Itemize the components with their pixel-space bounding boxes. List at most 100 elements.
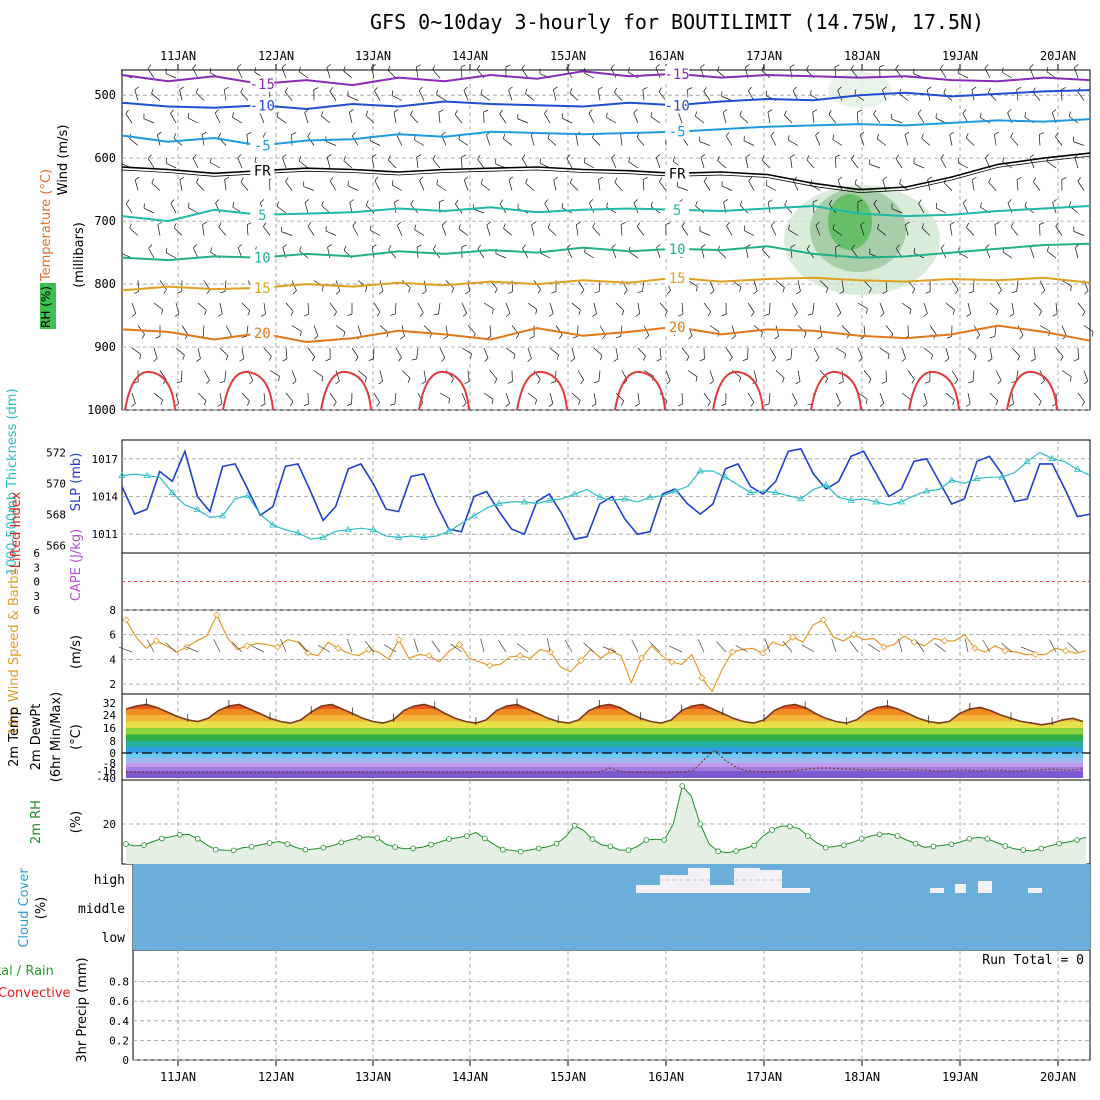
wind-barb <box>369 140 381 146</box>
wind-barb <box>214 112 221 124</box>
wind-barb <box>237 64 242 69</box>
axis-label-dewpt: 2m DewPt <box>29 704 44 771</box>
wind-barb <box>636 136 645 146</box>
wind-barb <box>304 202 309 214</box>
wind-barb <box>225 355 229 361</box>
isotherm-label-bg <box>250 206 275 223</box>
wind-barb <box>904 224 909 236</box>
wind-barb <box>247 400 250 406</box>
wind-barb <box>285 181 293 191</box>
wind-barb <box>438 109 444 113</box>
wind-barb <box>628 67 630 73</box>
rh-marker <box>912 840 919 847</box>
wind-barb <box>441 225 447 236</box>
wind-barb <box>854 89 857 95</box>
wind-barb <box>486 221 491 226</box>
wind-barb <box>276 111 279 117</box>
wind-barb <box>494 288 498 294</box>
wind-barb <box>1029 64 1034 69</box>
wind-barb <box>476 64 481 70</box>
wind-barb <box>797 325 807 334</box>
wind-barb <box>505 64 511 68</box>
wind-barb <box>410 200 414 205</box>
wind-barb <box>432 65 436 70</box>
isotherm-label-bg <box>250 325 275 342</box>
wind-barb <box>304 109 309 113</box>
wind-barb <box>731 325 736 337</box>
wind-barb <box>966 227 975 236</box>
wind-barb <box>298 156 302 162</box>
wind-barb <box>623 380 628 385</box>
wind-barb <box>738 377 742 383</box>
wind-barb <box>659 347 662 359</box>
wind-barb <box>300 331 302 337</box>
wind-barb <box>794 312 798 317</box>
isotherm-line <box>121 324 1091 344</box>
wind-barb <box>913 163 925 169</box>
wind-barb <box>700 157 705 169</box>
wind-barb <box>395 347 402 358</box>
wind-barb <box>241 347 245 359</box>
wind-barb <box>1052 109 1057 113</box>
wind-barb <box>571 392 581 401</box>
wind-barb <box>725 131 730 137</box>
wind-barb <box>901 302 912 310</box>
wind-barb <box>726 221 730 227</box>
wind-barb <box>785 358 791 361</box>
wind-barb <box>423 325 433 334</box>
rh-marker <box>553 840 560 847</box>
wind-barb <box>214 109 219 114</box>
wind-barb <box>259 112 265 124</box>
wind-barb <box>637 392 640 404</box>
temp-band <box>126 709 1083 715</box>
wind-barb <box>499 199 504 204</box>
wind-barb <box>1061 280 1072 287</box>
wind-barb <box>940 68 947 79</box>
wind-barb <box>352 221 357 227</box>
wind-barb <box>364 377 367 383</box>
wind-barb <box>879 403 884 407</box>
wind-barb <box>580 379 584 385</box>
wind-barb <box>584 252 595 259</box>
wind-barb <box>304 112 309 124</box>
wind-barb <box>788 224 790 230</box>
wind-barb <box>232 112 234 118</box>
wind-barb <box>325 141 337 146</box>
wind-barb <box>806 155 810 160</box>
wind-barb <box>329 87 333 92</box>
wind-barb <box>329 91 337 101</box>
cloud-gap <box>978 881 992 893</box>
axis-label-temp: 2m Temp <box>7 707 22 767</box>
wind-barb <box>503 228 513 236</box>
wind-barb <box>687 87 693 90</box>
wind-barb <box>292 290 297 295</box>
wind-barb <box>721 185 733 191</box>
wind-barb <box>784 114 793 124</box>
axis-label-temperature: Temperature (°C) <box>39 169 54 282</box>
wind-barb <box>1077 91 1085 101</box>
wind-barb <box>703 181 711 191</box>
run-total: Run Total = 0 <box>982 953 1084 968</box>
rh-marker <box>840 842 847 848</box>
wind-marker <box>455 641 464 649</box>
panel-frame-7 <box>132 949 1091 1061</box>
wind-barb <box>678 313 684 317</box>
wind-barb <box>1046 66 1049 72</box>
wind-barb <box>148 154 152 159</box>
wind-barb <box>994 325 997 337</box>
wind-barb <box>695 115 705 124</box>
wind-barb <box>620 222 626 225</box>
wind-barb <box>290 311 294 316</box>
wind-barb <box>352 135 359 146</box>
wind-barb <box>414 224 416 230</box>
wind-barb <box>643 370 654 377</box>
wind-barb <box>159 280 167 290</box>
wind-barb <box>458 139 469 146</box>
axis-label-cape: CAPE (J/kg) <box>69 529 84 601</box>
wind-barb <box>311 356 316 362</box>
wind-barb <box>789 64 795 68</box>
isotherm-label-bg <box>665 65 690 82</box>
wind-barb <box>815 225 821 236</box>
wind-barb <box>433 313 439 316</box>
cloud-level-label: high <box>94 873 125 888</box>
